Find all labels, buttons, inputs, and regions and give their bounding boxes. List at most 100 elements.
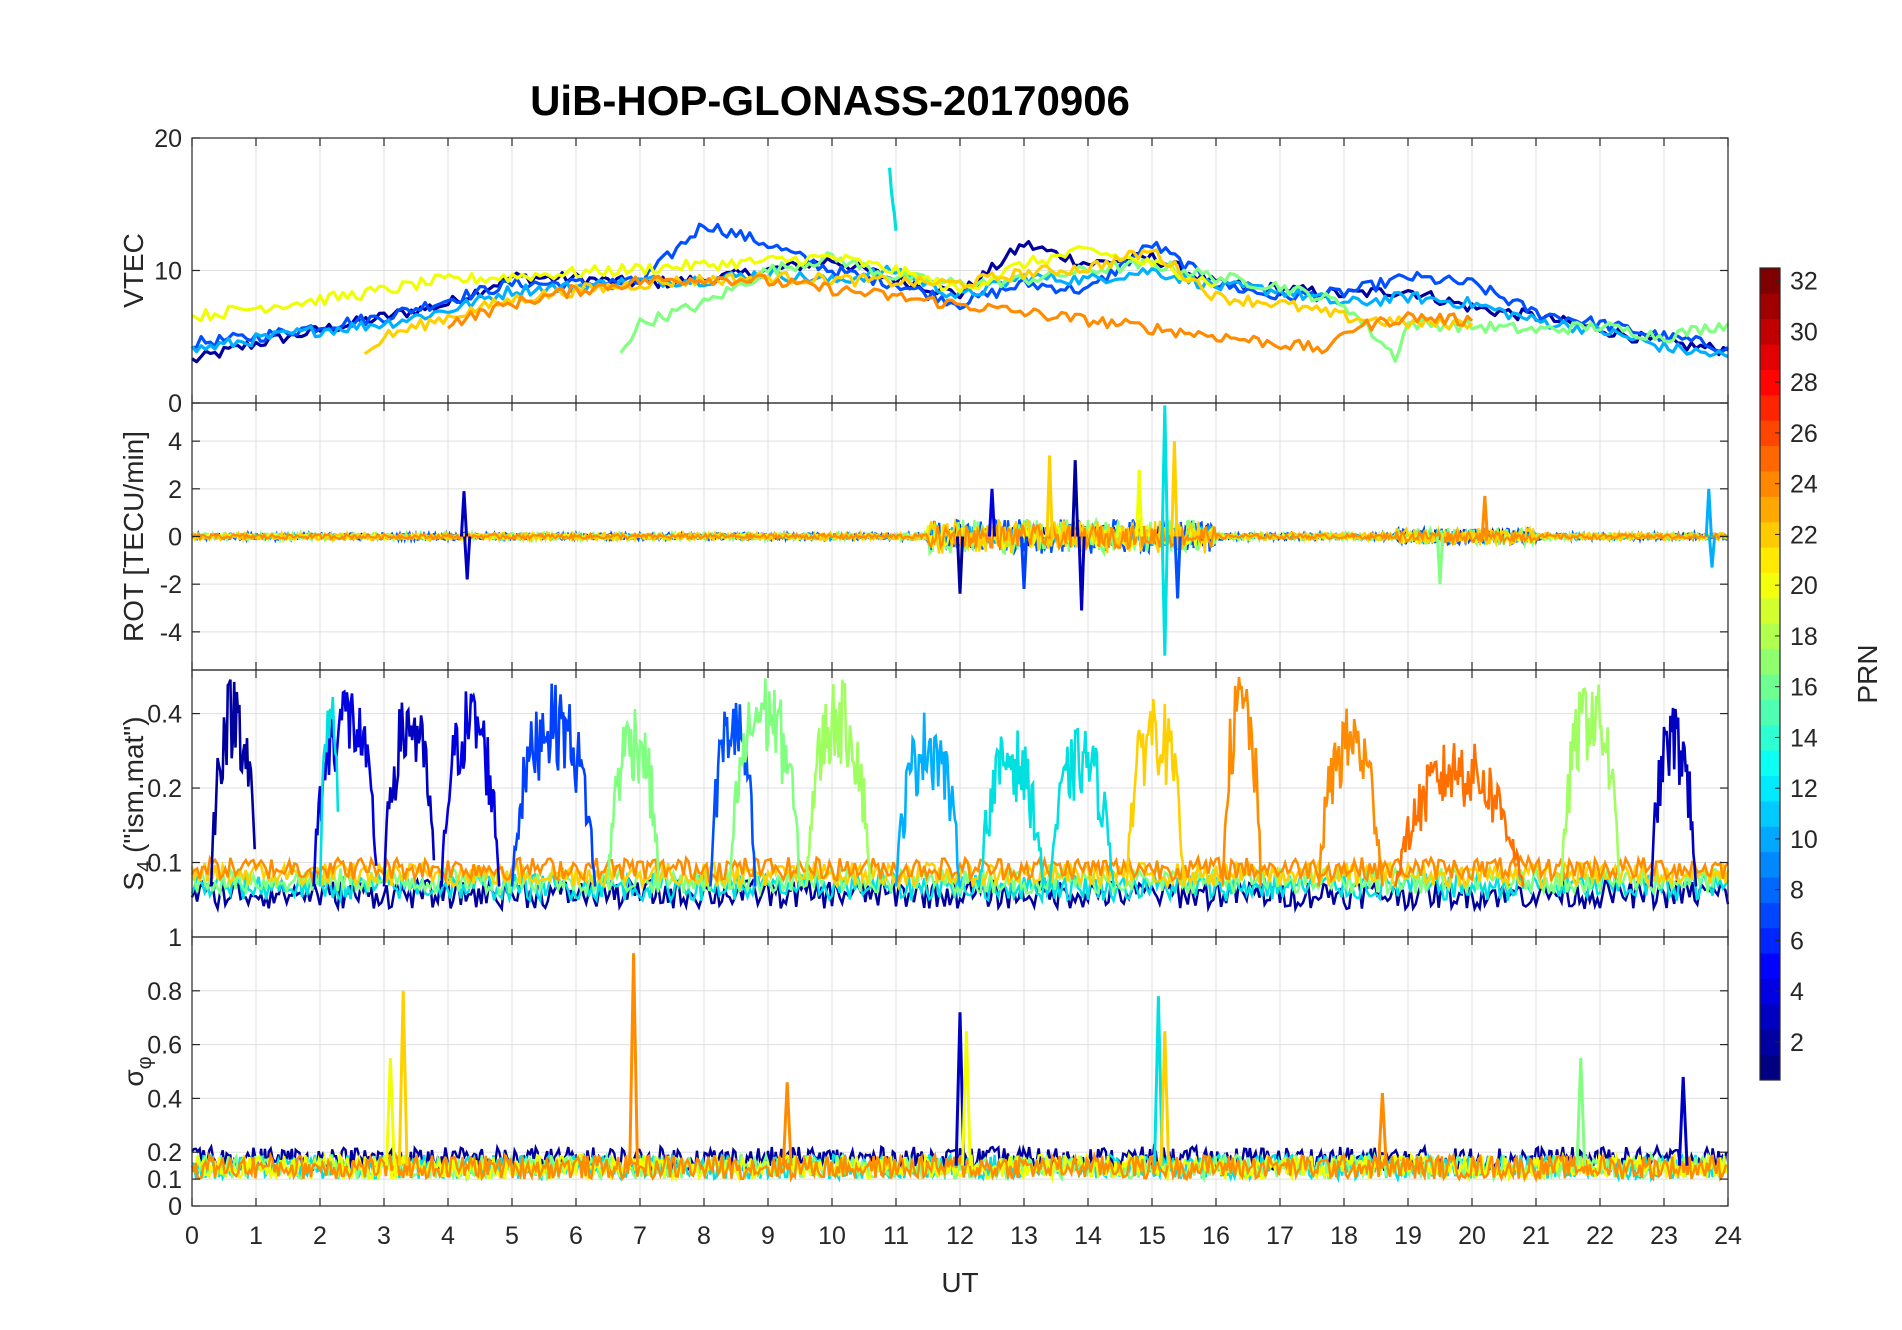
rot-spike: [1071, 460, 1080, 537]
colorbar-segment: [1760, 1003, 1780, 1030]
rot-spike: [1045, 455, 1054, 537]
x-tick-label: 1: [249, 1222, 263, 1250]
sigma-phi-spike: [628, 953, 639, 1166]
colorbar-segment: [1760, 420, 1780, 447]
rot-spike: [1707, 536, 1717, 568]
s4-baseline: [190, 870, 1730, 905]
y-tick-label: 0.1: [147, 850, 182, 878]
y-tick-label: 1: [168, 924, 182, 952]
y-tick-label: 0: [168, 1193, 182, 1221]
colorbar-tick-label: 6: [1790, 927, 1804, 955]
colorbar-segment: [1760, 927, 1780, 954]
colorbar-tick-label: 16: [1790, 674, 1818, 702]
colorbar-segment: [1760, 674, 1780, 700]
colorbar-segment: [1760, 877, 1780, 903]
y-tick-label: 0.4: [147, 1085, 182, 1113]
y-tick-label: -4: [160, 619, 182, 647]
colorbar-segment: [1760, 521, 1780, 548]
x-axis-label: UT: [941, 1267, 978, 1298]
colorbar-segment: [1760, 775, 1780, 802]
x-tick-label: 16: [1202, 1222, 1230, 1250]
sigma-phi-spike: [961, 1031, 972, 1166]
colorbar-tick-label: 22: [1790, 521, 1818, 549]
panel-vtec: 0 10 20 VTEC: [118, 125, 1730, 418]
x-tick-label: 21: [1522, 1222, 1550, 1250]
rot-spike: [1435, 536, 1445, 585]
panel-s4-y-axis-label: S4 ("ism.mat"): [118, 716, 156, 890]
rot-spike: [955, 536, 965, 594]
vtec-series-prn-16: [619, 251, 1730, 363]
colorbar-tick-label: 28: [1790, 369, 1818, 397]
y-tick-label: 0: [168, 524, 182, 552]
sigma-phi-spike: [1377, 1092, 1388, 1166]
y-tick-label: -2: [160, 571, 182, 599]
s4-burst: [1560, 684, 1621, 887]
sigma-phi-spike: [397, 990, 409, 1166]
panel-sigma_phi-y-axis-label: σφ: [118, 1056, 156, 1086]
s4-burst: [728, 678, 802, 887]
y-tick-label: 2: [168, 476, 182, 504]
colorbar-segment: [1760, 953, 1780, 979]
colorbar-tick-label: 30: [1790, 318, 1818, 346]
y-tick-label: 0.6: [147, 1032, 182, 1060]
s4-burst: [1221, 676, 1263, 887]
sigma-phi-spike: [385, 1057, 396, 1166]
x-tick-label: 8: [697, 1222, 711, 1250]
y-tick-label: 0.2: [147, 775, 182, 803]
s4-baseline: [190, 853, 1729, 885]
vtec-series-prn-23: [446, 273, 1474, 355]
s4-burst: [440, 691, 501, 887]
x-tick-label: 0: [185, 1222, 199, 1250]
panel-rot: -4 -2 0 2 4 ROT [TECU/min]: [118, 402, 1729, 671]
rot-spike: [1173, 536, 1182, 599]
colorbar-segment: [1760, 547, 1780, 573]
rot-spike: [987, 488, 997, 537]
colorbar-segment: [1760, 1029, 1780, 1056]
s4-burst: [382, 702, 436, 887]
y-tick-label: 0.2: [147, 1139, 182, 1167]
panel-sigma_phi: 00.10.2 0.4 0.6 0.8 σφ: [118, 936, 1729, 1221]
colorbar-segment: [1760, 293, 1780, 320]
y-tick-label: 0.1: [147, 1166, 182, 1194]
colorbar-tick-label: 8: [1790, 877, 1804, 905]
colorbar-tick-label: 24: [1790, 471, 1818, 499]
sigma-phi-spike: [1575, 1057, 1587, 1166]
s4-burst: [1649, 707, 1698, 887]
x-tick-label: 10: [818, 1222, 846, 1250]
x-tick-label: 18: [1330, 1222, 1358, 1250]
sigma-phi-series: [190, 1151, 1728, 1183]
x-tick-label: 22: [1586, 1222, 1614, 1250]
panel-sigma_phi-data: [190, 953, 1728, 1184]
panel-rot-data: [191, 405, 1729, 656]
colorbar-segment: [1760, 394, 1780, 421]
s4-burst: [709, 702, 757, 887]
rot-spike: [1480, 495, 1489, 537]
colorbar-segment: [1760, 699, 1780, 726]
colorbar-segment: [1760, 1054, 1780, 1081]
x-tick-label: 17: [1266, 1222, 1294, 1250]
x-tick-label: 4: [441, 1222, 455, 1250]
colorbar-label: PRN: [1852, 644, 1883, 703]
y-tick-label: 0.8: [147, 978, 182, 1006]
x-tick-label: 19: [1394, 1222, 1422, 1250]
y-tick-label: 10: [154, 258, 182, 286]
s4-burst: [1393, 743, 1525, 887]
x-tick-label: 15: [1138, 1222, 1166, 1250]
colorbar-segment: [1760, 750, 1780, 776]
colorbar-tick-label: 18: [1790, 623, 1818, 651]
colorbar-segment: [1760, 800, 1780, 827]
chart-title: UiB-HOP-GLONASS-20170906: [530, 77, 1130, 124]
colorbar-tick-label: 10: [1790, 826, 1818, 854]
rot-spike: [1019, 536, 1029, 590]
rot-spike: [1704, 488, 1713, 537]
y-tick-label: 0: [168, 390, 182, 418]
colorbar-segment: [1760, 597, 1780, 624]
colorbar-frame: [1759, 267, 1781, 1081]
colorbar-segment: [1760, 648, 1780, 675]
colorbar-tick-label: 4: [1790, 978, 1804, 1006]
colorbar-segment: [1760, 572, 1780, 599]
colorbar-tick-label: 12: [1790, 775, 1818, 803]
